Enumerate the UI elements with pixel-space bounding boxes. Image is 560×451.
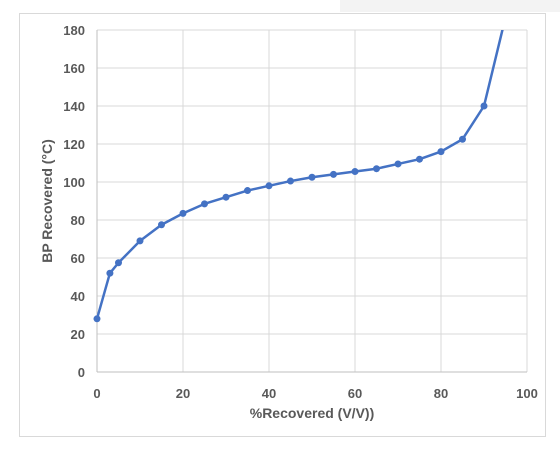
x-tick-label: 60 [348, 386, 362, 401]
y-tick-label: 20 [71, 327, 85, 342]
data-point [437, 148, 445, 156]
x-axis-title: %Recovered (V/V)) [250, 405, 374, 421]
y-tick-label: 180 [63, 23, 85, 38]
data-point [201, 200, 208, 208]
axes [96, 30, 527, 373]
x-tick-label: 40 [262, 386, 276, 401]
background-strip [340, 0, 560, 12]
data-point [394, 160, 402, 168]
data-point [330, 170, 337, 178]
data-point [179, 209, 187, 217]
gridlines [97, 29, 528, 372]
data-point [480, 102, 488, 110]
data-point [136, 237, 144, 245]
data-point [115, 259, 122, 267]
data-point [308, 173, 316, 181]
data-point [265, 182, 273, 190]
y-tick-label: 160 [63, 61, 85, 76]
data-point [244, 187, 251, 195]
data-point [222, 193, 230, 201]
data-point [106, 269, 114, 277]
y-tick-label: 80 [71, 213, 85, 228]
data-points [93, 102, 488, 323]
data-point [373, 165, 380, 173]
data-point [287, 177, 294, 185]
y-axis-title: BP Recovered (°C) [39, 139, 55, 263]
y-tick-labels: 0 20 40 60 80 100 120 140 160 180 [63, 23, 85, 380]
y-tick-label: 140 [63, 99, 85, 114]
data-point [459, 135, 466, 143]
data-point [93, 315, 101, 323]
y-tick-label: 40 [71, 289, 85, 304]
y-tick-label: 0 [78, 365, 85, 380]
data-point [158, 221, 165, 229]
series-line [97, 30, 504, 320]
x-tick-label: 100 [516, 386, 538, 401]
data-point [416, 155, 423, 163]
data-point [351, 168, 359, 176]
x-tick-label: 0 [93, 386, 100, 401]
x-tick-label: 20 [176, 386, 190, 401]
chart-frame [19, 13, 546, 437]
x-tick-label: 80 [434, 386, 448, 401]
y-tick-label: 60 [71, 251, 85, 266]
x-tick-labels: 0 20 40 60 80 100 [93, 386, 537, 401]
y-tick-label: 100 [63, 175, 85, 190]
y-tick-label: 120 [63, 137, 85, 152]
